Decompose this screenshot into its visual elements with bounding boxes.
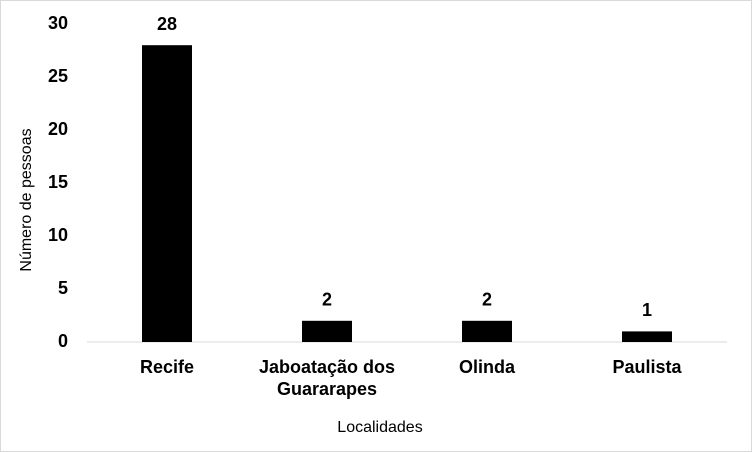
data-label: 1 xyxy=(642,300,652,320)
y-axis-title: Número de pessoas xyxy=(18,128,35,271)
y-tick-label: 20 xyxy=(48,119,68,139)
x-axis-title: Localidades xyxy=(337,419,422,436)
x-tick-label-box: Paulista xyxy=(612,357,682,377)
y-tick-label: 15 xyxy=(48,172,68,192)
x-tick-label-box: Jaboatação dos Guararapes xyxy=(258,357,396,399)
y-tick-label: 5 xyxy=(58,278,68,298)
bar xyxy=(302,320,352,342)
data-label: 2 xyxy=(482,290,492,310)
x-tick-label: Recife xyxy=(139,357,195,377)
x-tick-label-box: Recife xyxy=(139,357,195,377)
y-tick-label: 10 xyxy=(48,225,68,245)
x-tick-label: Jaboatação dos Guararapes xyxy=(258,357,396,399)
y-tick-label: 0 xyxy=(58,331,68,351)
y-tick-label: 25 xyxy=(48,66,68,86)
x-tick-label: Paulista xyxy=(612,357,682,377)
y-tick-label: 30 xyxy=(48,13,68,33)
data-label: 2 xyxy=(322,290,332,310)
bar xyxy=(622,331,672,342)
x-tick-label-box: Olinda xyxy=(458,357,515,377)
bar xyxy=(142,45,192,342)
bar xyxy=(462,320,512,342)
x-tick-label: Olinda xyxy=(458,357,515,377)
data-label: 28 xyxy=(157,14,177,34)
